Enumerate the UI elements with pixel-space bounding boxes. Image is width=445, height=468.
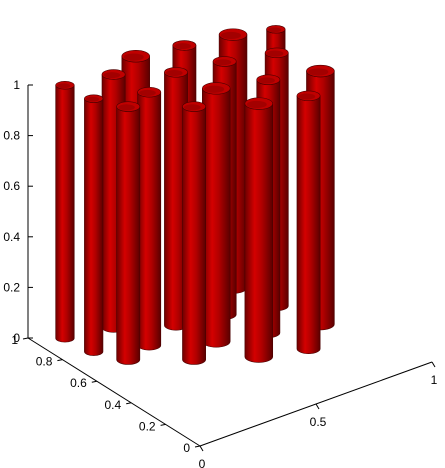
z-tick-label: 0	[13, 331, 20, 345]
y-tick-label: 0.6	[70, 376, 87, 390]
cylinder-hole	[56, 83, 71, 89]
x-tick	[315, 403, 320, 410]
x-tick-label: 0	[199, 457, 206, 468]
cylinder-hole	[298, 93, 316, 100]
cylinder-hole	[308, 68, 329, 76]
cylinder-hole	[214, 59, 232, 66]
cylinder-body	[202, 88, 231, 348]
cylinder-hole	[183, 104, 201, 111]
x-tick	[199, 445, 204, 452]
y-tick	[194, 445, 201, 448]
y-tick	[126, 402, 132, 405]
cylinder-hole	[123, 53, 144, 61]
z-tick-label: 0.4	[3, 230, 20, 244]
axes	[22, 84, 436, 452]
z-tick-label: 0.2	[3, 280, 20, 294]
y-tick	[57, 359, 63, 362]
z-tick-label: 0.6	[3, 179, 20, 193]
cylinder-surface	[55, 25, 335, 365]
y-axis-line	[27, 337, 201, 447]
cylinder-body	[55, 85, 75, 343]
cylinder-hole	[246, 100, 267, 109]
y-tick-label: 1	[11, 333, 18, 347]
x-tick-label: 1	[431, 373, 438, 387]
cylinder-body	[244, 103, 274, 363]
cylinder-hole	[165, 69, 183, 77]
cylinder-body	[137, 92, 162, 351]
x-tick	[431, 361, 436, 368]
x-tick-label: 0.5	[310, 415, 327, 429]
y-tick	[22, 337, 29, 340]
cylinder-hole	[204, 85, 225, 93]
cylinder-body	[296, 95, 321, 354]
cylinder-body	[116, 106, 141, 365]
y-tick-label: 0.8	[36, 355, 53, 369]
cylinder-hole	[85, 96, 99, 102]
z-tick-label: 1	[13, 78, 20, 92]
z-tick-label: 0.8	[3, 129, 20, 143]
y-tick-label: 0.4	[105, 398, 122, 412]
cylinder-hole	[258, 77, 275, 84]
y-tick	[91, 380, 97, 383]
cylinder-hole	[118, 104, 135, 111]
cylinder-hole	[220, 31, 241, 40]
y-tick	[160, 423, 166, 426]
cylinder-hole	[266, 50, 284, 57]
cylinder-hole	[139, 89, 156, 96]
cylinder-hole	[103, 72, 121, 79]
y-tick-label: 0	[183, 441, 190, 455]
cylinder-hole	[267, 27, 282, 33]
y-tick-label: 0.2	[139, 419, 156, 433]
cylinder-hole	[174, 43, 192, 50]
cylinder-body	[84, 98, 104, 356]
cylinder-body	[182, 106, 206, 365]
